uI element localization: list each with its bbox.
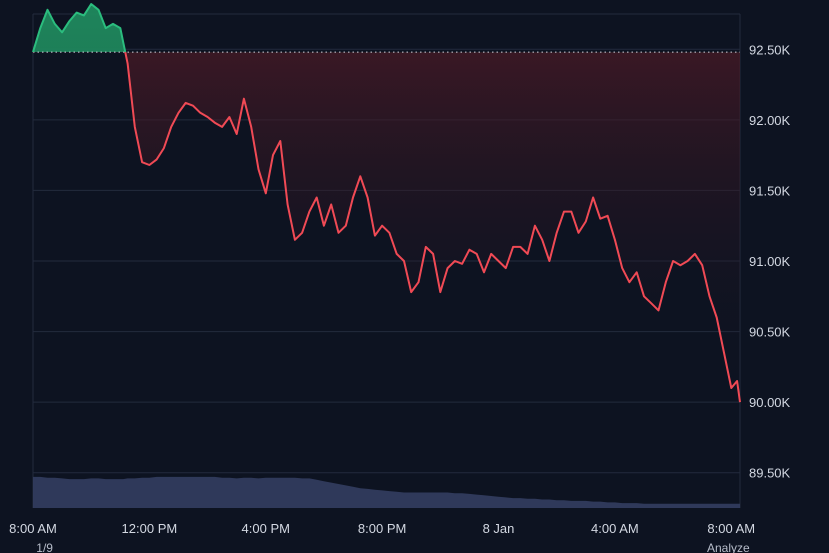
- y-tick-label: 90.50K: [749, 325, 791, 340]
- x-sub-label: Analyze: [707, 541, 750, 553]
- y-tick-label: 91.00K: [749, 254, 791, 269]
- y-tick-label: 92.00K: [749, 113, 791, 128]
- fill-below-baseline: [125, 52, 740, 403]
- x-tick-label: 8 Jan: [483, 521, 515, 536]
- fill-above-baseline: [33, 4, 740, 53]
- price-line[interactable]: [32, 3, 741, 403]
- price-fill: [33, 4, 740, 403]
- y-tick-label: 92.50K: [749, 42, 791, 57]
- y-tick-label: 90.00K: [749, 395, 791, 410]
- x-tick-label: 4:00 AM: [591, 521, 639, 536]
- price-line-below: [33, 52, 741, 403]
- x-sub-label: 1/9: [36, 541, 53, 553]
- y-axis-ticks: 89.50K 90.00K 90.50K 91.00K 91.50K 92.00K 92.5…: [749, 42, 791, 480]
- volume-area: [33, 476, 740, 508]
- volume-shape: [33, 476, 740, 508]
- y-tick-label: 91.50K: [749, 183, 791, 198]
- x-tick-label: 8:00 AM: [9, 521, 57, 536]
- x-tick-label: 8:00 AM: [707, 521, 755, 536]
- x-tick-label: 8:00 PM: [358, 521, 406, 536]
- x-tick-label: 4:00 PM: [242, 521, 290, 536]
- y-tick-label: 89.50K: [749, 466, 791, 481]
- x-axis-ticks: 8:00 AM 12:00 PM 4:00 PM 8:00 PM 8 Jan 4:00 A…: [9, 521, 755, 553]
- x-tick-label: 12:00 PM: [122, 521, 178, 536]
